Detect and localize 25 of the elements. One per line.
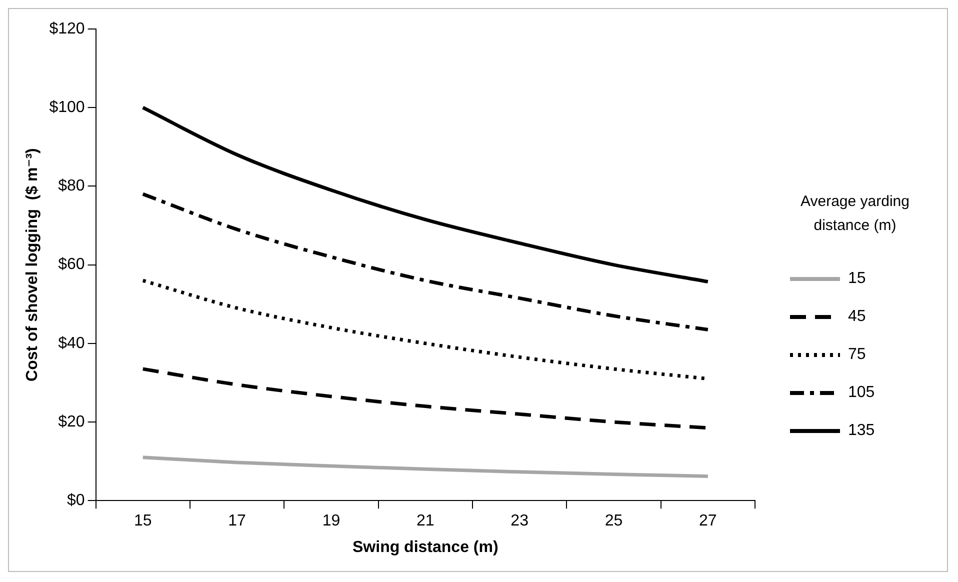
x-tick-label: 23	[510, 512, 529, 530]
legend-label: 75	[848, 346, 866, 364]
x-tick-label: 19	[322, 512, 340, 530]
x-tick-label: 17	[228, 512, 246, 530]
line-series	[141, 456, 710, 478]
x-tick-label: 15	[134, 512, 152, 530]
x-tick-label: 27	[699, 512, 717, 530]
legend-label: 105	[848, 384, 875, 402]
y-tick-label: $100	[49, 99, 85, 116]
y-tick-label: $120	[49, 20, 85, 38]
legend-title: Average yarding distance (m)	[800, 192, 910, 236]
line-series	[141, 192, 710, 332]
y-tick-label: $20	[58, 413, 85, 430]
x-axis-title: Swing distance (m)	[352, 538, 498, 556]
x-tick-label: 21	[416, 512, 434, 530]
legend-label: 135	[848, 422, 875, 440]
x-tick-label: 25	[604, 512, 623, 530]
y-tick-label: $40	[58, 334, 85, 352]
y-tick-label: $80	[58, 178, 85, 195]
y-axis-title: Cost of shovel logging ($ m⁻³)	[24, 148, 42, 382]
line-series	[141, 106, 710, 284]
y-tick-label: $0	[66, 492, 85, 510]
legend-label: 15	[848, 270, 866, 288]
y-tick-label: $60	[58, 256, 85, 274]
legend-label: 45	[848, 308, 866, 326]
